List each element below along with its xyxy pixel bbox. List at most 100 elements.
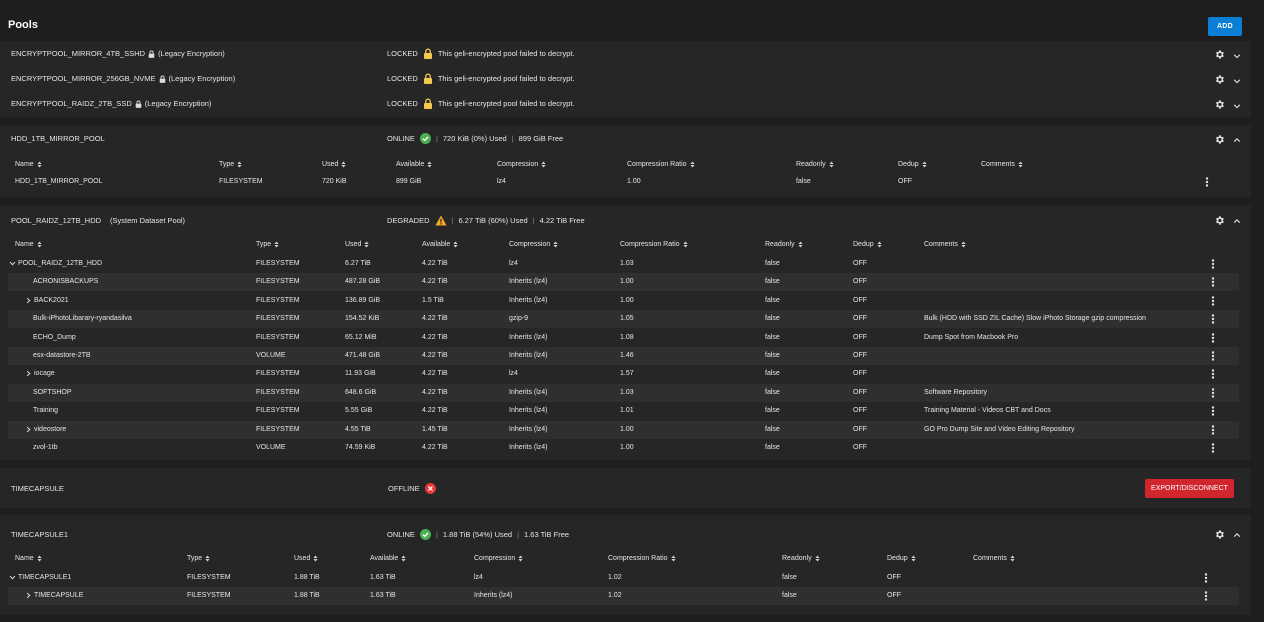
more-vert-icon[interactable]	[1205, 177, 1209, 187]
column-header-ratio[interactable]: Compression Ratio	[608, 555, 676, 562]
sort-icon	[205, 555, 210, 562]
more-vert-icon[interactable]	[1204, 573, 1208, 583]
table-row[interactable]: ECHO_Dump FILESYSTEM 65.12 MiB 4.22 TiB Inhe…	[8, 329, 1239, 347]
more-vert-icon[interactable]	[1211, 277, 1215, 288]
table-row[interactable]: HDD_1TB_MIRROR_POOL FILESYSTEM 720 KiB 899 …	[8, 173, 1239, 191]
cell-type: FILESYSTEM	[219, 178, 263, 185]
table-row[interactable]: Training FILESYSTEM 5.55 GiB 4.22 TiB Inheri…	[8, 402, 1239, 420]
table-row[interactable]: zvol-1tb VOLUME 74.59 KiB 4.22 TiB Inherits …	[8, 439, 1239, 457]
gear-icon[interactable]	[1214, 134, 1225, 145]
more-vert-icon[interactable]	[1211, 369, 1215, 380]
gear-icon[interactable]	[1214, 215, 1225, 226]
gear-icon[interactable]	[1214, 49, 1225, 60]
add-pool-button[interactable]: ADD	[1208, 17, 1242, 36]
column-header-name[interactable]: Name	[15, 241, 42, 248]
more-vert-icon[interactable]	[1211, 314, 1215, 324]
chevron-up-icon[interactable]	[1233, 217, 1241, 225]
chevron-right-icon[interactable]	[25, 370, 32, 377]
cell-available: 1.45 TiB	[422, 426, 448, 433]
more-vert-icon[interactable]	[1211, 406, 1215, 416]
column-header-name[interactable]: Name	[15, 555, 42, 562]
more-vert-icon[interactable]	[1211, 388, 1215, 398]
gear-icon[interactable]	[1214, 99, 1225, 110]
column-header-comments[interactable]: Comments	[981, 161, 1023, 168]
table-row[interactable]: iocage FILESYSTEM 11.93 GiB 4.22 TiB lz4 1.57…	[8, 365, 1239, 383]
column-header-readonly[interactable]: Readonly	[796, 161, 834, 168]
column-header-compression[interactable]: Compression	[474, 555, 523, 562]
chevron-down-icon[interactable]	[1233, 52, 1241, 60]
cell-value: false	[765, 296, 780, 304]
cell-available: 899 GiB	[396, 178, 421, 185]
cell-value: 4.22 TiB	[422, 388, 448, 396]
table-row[interactable]: TIMECAPSULE1 FILESYSTEM 1.88 TiB 1.63 TiB lz…	[8, 569, 1239, 587]
more-vert-icon[interactable]	[1211, 296, 1215, 306]
column-header-label: Compression	[474, 555, 516, 562]
cell-name: zvol-1tb	[33, 444, 58, 451]
column-header-readonly[interactable]: Readonly	[765, 241, 803, 248]
column-header-used[interactable]: Used	[345, 241, 369, 248]
cell-value: OFF	[853, 333, 867, 341]
pool-status-text: ONLINE	[387, 530, 415, 539]
cell-value: 1.00	[620, 444, 634, 451]
column-header-type[interactable]: Type	[219, 161, 242, 168]
column-header-comments[interactable]: Comments	[973, 555, 1015, 562]
timecapsule-panel: TIMECAPSULE OFFLINE	[0, 468, 1251, 508]
cell-value: FILESYSTEM	[256, 333, 300, 341]
chevron-up-icon[interactable]	[1233, 136, 1241, 144]
column-header-available[interactable]: Available	[370, 555, 406, 562]
cell-name: SOFTSHOP	[33, 389, 72, 396]
column-header-available[interactable]: Available	[396, 161, 432, 168]
column-header-readonly[interactable]: Readonly	[782, 555, 820, 562]
column-header-ratio[interactable]: Compression Ratio	[627, 161, 695, 168]
chevron-right-icon[interactable]	[25, 592, 32, 599]
more-vert-icon[interactable]	[1204, 591, 1208, 602]
cell-used: 648.6 GiB	[345, 389, 376, 396]
more-vert-icon[interactable]	[1211, 424, 1215, 435]
chevron-down-icon[interactable]	[9, 260, 16, 267]
column-header-used[interactable]: Used	[294, 555, 318, 562]
gear-icon[interactable]	[1214, 74, 1225, 85]
more-vert-icon[interactable]	[1211, 351, 1215, 361]
table-row[interactable]: ACRONISBACKUPS FILESYSTEM 487.28 GiB 4.22 T…	[8, 273, 1239, 292]
cell-value: 1.03	[620, 260, 634, 267]
cell-value: 4.22 TiB	[422, 370, 448, 378]
column-header-available[interactable]: Available	[422, 241, 458, 248]
more-vert-icon[interactable]	[1211, 443, 1215, 453]
column-header-dedup[interactable]: Dedup	[898, 161, 927, 168]
cell-value: videostore	[34, 425, 67, 433]
table-row[interactable]: videostore FILESYSTEM 4.55 TiB 1.45 TiB Inhe…	[8, 420, 1239, 439]
table-row[interactable]: SOFTSHOP FILESYSTEM 648.6 GiB 4.22 TiB Inher…	[8, 383, 1239, 402]
chevron-down-icon[interactable]	[9, 574, 16, 581]
column-header-dedup[interactable]: Dedup	[853, 241, 882, 248]
cell-value: 1.5 TiB	[422, 296, 444, 304]
chevron-down-icon[interactable]	[1233, 102, 1241, 110]
export-disconnect-button[interactable]: EXPORT/DISCONNECT	[1145, 479, 1234, 498]
column-header-name[interactable]: Name	[15, 161, 42, 168]
table-row[interactable]: TIMECAPSULE FILESYSTEM 1.88 TiB 1.63 TiB Inh…	[8, 587, 1239, 606]
table-row[interactable]: Bulk-iPhotoLibarary-ryandasilva FILESYSTE…	[8, 310, 1239, 329]
encryption-label: (Legacy Encryption)	[168, 74, 236, 83]
cell-value: 6.27 TiB	[345, 260, 371, 267]
chevron-up-icon[interactable]	[1233, 531, 1241, 539]
chevron-right-icon[interactable]	[25, 426, 32, 433]
more-vert-icon[interactable]	[1211, 332, 1215, 343]
column-header-type[interactable]: Type	[256, 241, 279, 248]
more-vert-icon[interactable]	[1211, 259, 1215, 269]
column-header-dedup[interactable]: Dedup	[887, 555, 916, 562]
column-header-used[interactable]: Used	[322, 161, 346, 168]
table-row[interactable]: BACK2021 FILESYSTEM 136.89 GiB 1.5 TiB Inher…	[8, 292, 1239, 310]
column-header-type[interactable]: Type	[187, 555, 210, 562]
column-header-ratio[interactable]: Compression Ratio	[620, 241, 688, 248]
chevron-right-icon[interactable]	[25, 297, 32, 304]
chevron-down-icon[interactable]	[1233, 77, 1241, 85]
table-row[interactable]: POOL_RAIDZ_12TB_HDD FILESYSTEM 6.27 TiB 4.2…	[8, 255, 1239, 273]
column-header-compression[interactable]: Compression	[497, 161, 546, 168]
column-header-compression[interactable]: Compression	[509, 241, 558, 248]
cell-value: 4.55 TiB	[345, 425, 371, 433]
gear-icon[interactable]	[1214, 529, 1225, 540]
table-row[interactable]: esx-datastore-2TB VOLUME 471.48 GiB 4.22 Ti…	[8, 347, 1239, 365]
pool-header: HDD_1TB_MIRROR_POOL ONLINE | 720 KiB (0%…	[0, 125, 1251, 149]
column-header-comments[interactable]: Comments	[924, 241, 966, 248]
cell-value: 1.00	[620, 278, 634, 286]
cell-available: 1.63 TiB	[370, 574, 396, 581]
